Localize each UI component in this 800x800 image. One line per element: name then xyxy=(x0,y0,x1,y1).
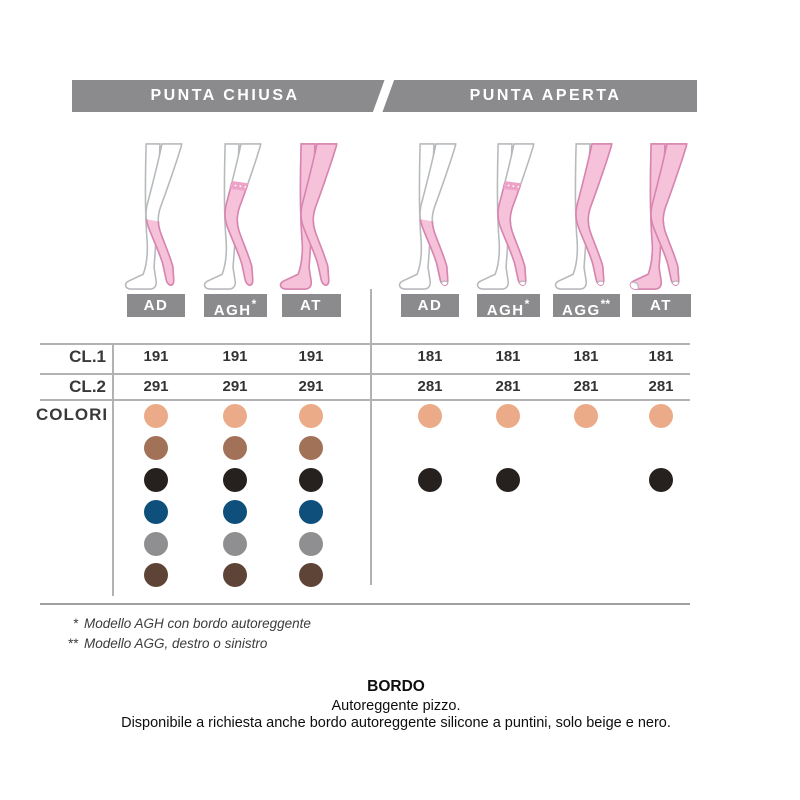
model-label-text: AGH xyxy=(486,302,525,319)
model-label-mark: * xyxy=(251,297,257,311)
color-dot-nero-at-chiusa xyxy=(299,468,323,492)
table-divider-sections xyxy=(370,289,372,585)
color-dot-grigio-agh-chiusa xyxy=(223,532,247,556)
legs-illustration xyxy=(629,143,688,290)
color-dot-beige-agh-aperta xyxy=(496,404,520,428)
model-label-agh-chiusa: AGH* xyxy=(203,294,267,319)
model-label-agg-aperta: AGG** xyxy=(552,294,620,319)
color-dot-grigio-ad-chiusa xyxy=(144,532,168,556)
leg-figure-at-aperta xyxy=(621,142,701,292)
cl2-value-ad-aperta: 281 xyxy=(417,378,443,395)
model-label-text: AT xyxy=(300,297,322,314)
table-line-mid xyxy=(40,373,690,375)
cl1-value-ad-aperta: 181 xyxy=(417,348,443,365)
table-line-bottom xyxy=(40,603,690,605)
row-label-cl1: CL.1 xyxy=(69,347,106,366)
cl2-value-agh-chiusa: 291 xyxy=(222,378,248,395)
legs-illustration xyxy=(279,143,338,290)
model-label-text: AT xyxy=(650,297,672,314)
model-label-text: AGG xyxy=(561,302,601,319)
bordo-block: BORDO Autoreggente pizzo. Disponibile a … xyxy=(0,678,792,732)
legs-illustration xyxy=(203,143,262,290)
legs-illustration xyxy=(124,143,183,290)
color-dot-beige-ad-chiusa xyxy=(144,404,168,428)
color-dot-marrone-ad-chiusa xyxy=(144,436,168,460)
cl1-value-at-aperta: 181 xyxy=(648,348,674,365)
table-line-top xyxy=(40,343,690,345)
leg-figure-agh-aperta xyxy=(468,142,548,292)
color-dot-moka-at-chiusa xyxy=(299,563,323,587)
cl2-value-agg-aperta: 281 xyxy=(573,378,599,395)
model-label-mark: ** xyxy=(600,297,610,311)
color-dot-moka-agh-chiusa xyxy=(223,563,247,587)
color-dot-moka-ad-chiusa xyxy=(144,563,168,587)
model-label-text: AGH xyxy=(213,302,252,319)
color-dot-marrone-agh-chiusa xyxy=(223,436,247,460)
color-dot-nero-ad-aperta xyxy=(418,468,442,492)
cl1-value-ad-chiusa: 191 xyxy=(143,348,169,365)
bordo-line1: Autoreggente pizzo. xyxy=(331,698,461,714)
color-dot-beige-at-aperta xyxy=(649,404,673,428)
header-punta-chiusa: PUNTA CHIUSA xyxy=(150,87,300,104)
bordo-line2: Disponibile a richiesta anche bordo auto… xyxy=(121,715,671,731)
header-punta-aperta: PUNTA APERTA xyxy=(469,87,622,104)
cl1-value-at-chiusa: 191 xyxy=(298,348,324,365)
footnote-text: Modello AGH con bordo autoreggente xyxy=(84,616,311,631)
color-dot-nero-ad-chiusa xyxy=(144,468,168,492)
footnote-mark: ** xyxy=(67,636,78,651)
color-dot-marrone-at-chiusa xyxy=(299,436,323,460)
cl2-value-at-aperta: 281 xyxy=(648,378,674,395)
legs-illustration xyxy=(398,143,457,290)
model-label-at-chiusa: AT xyxy=(281,294,341,317)
leg-figure-agh-chiusa xyxy=(195,142,275,292)
bordo-title: BORDO xyxy=(367,678,425,695)
color-dot-nero-agh-aperta xyxy=(496,468,520,492)
color-dot-grigio-at-chiusa xyxy=(299,532,323,556)
cl2-value-ad-chiusa: 291 xyxy=(143,378,169,395)
cl1-value-agh-aperta: 181 xyxy=(495,348,521,365)
row-label-cl2: CL.2 xyxy=(69,377,106,396)
model-label-ad-aperta: AD xyxy=(401,294,459,317)
footnote-text: Modello AGG, destro o sinistro xyxy=(84,636,268,651)
color-dot-beige-agg-aperta xyxy=(574,404,598,428)
color-dot-beige-at-chiusa xyxy=(299,404,323,428)
row-label-colori: COLORI xyxy=(36,405,109,424)
model-label-ad-chiusa: AD xyxy=(127,294,185,317)
footnote-agh: * Modello AGH con bordo autoreggente xyxy=(58,616,311,631)
model-label-mark: * xyxy=(524,297,530,311)
color-dot-nero-agh-chiusa xyxy=(223,468,247,492)
model-label-text: AD xyxy=(417,297,443,314)
leg-figure-agg-aperta xyxy=(546,142,626,292)
section-header-bar: PUNTA CHIUSA PUNTA APERTA xyxy=(72,75,697,117)
legs-illustration xyxy=(476,143,535,290)
cl2-value-at-chiusa: 291 xyxy=(298,378,324,395)
cl2-value-agh-aperta: 281 xyxy=(495,378,521,395)
leg-figure-ad-aperta xyxy=(390,142,470,292)
model-label-text: AD xyxy=(143,297,169,314)
leg-figure-ad-chiusa xyxy=(116,142,196,292)
cl1-value-agh-chiusa: 191 xyxy=(222,348,248,365)
color-dot-beige-agh-chiusa xyxy=(223,404,247,428)
table-divider-rowlabels xyxy=(112,343,114,596)
color-dot-nero-at-aperta xyxy=(649,468,673,492)
color-dot-blu-ad-chiusa xyxy=(144,500,168,524)
legs-illustration xyxy=(554,143,613,290)
footnote-mark: * xyxy=(72,616,78,631)
table-line-colors xyxy=(40,399,690,401)
color-dot-blu-agh-chiusa xyxy=(223,500,247,524)
leg-figure-at-chiusa xyxy=(271,142,351,292)
cl1-value-agg-aperta: 181 xyxy=(573,348,599,365)
color-dot-beige-ad-aperta xyxy=(418,404,442,428)
model-label-at-aperta: AT xyxy=(631,294,691,317)
color-dot-blu-at-chiusa xyxy=(299,500,323,524)
model-label-agh-aperta: AGH* xyxy=(476,294,540,319)
footnote-agg: ** Modello AGG, destro o sinistro xyxy=(58,636,267,651)
